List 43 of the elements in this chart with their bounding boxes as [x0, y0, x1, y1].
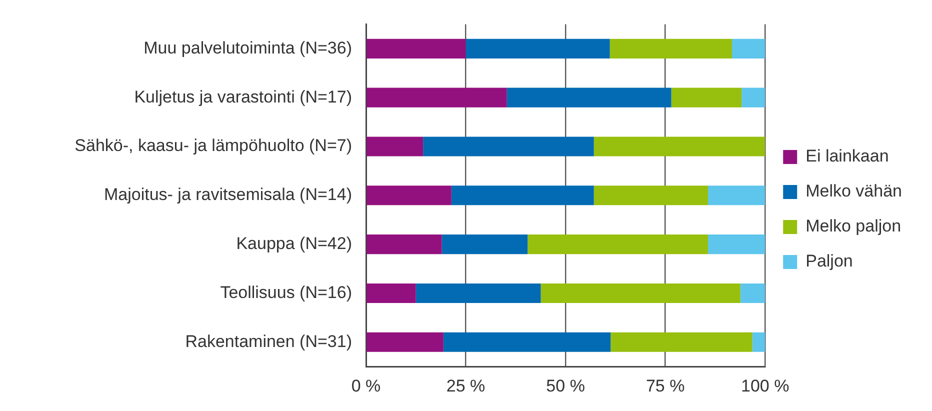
bar: [366, 332, 444, 352]
bar: [451, 186, 594, 206]
x-tick-label: 0 %: [351, 376, 381, 396]
y-tick-label: Kuljetus ja varastointi (N=17): [134, 87, 352, 106]
bar: [528, 234, 708, 254]
bar: [594, 186, 708, 206]
x-tick-label: 25 %: [446, 376, 486, 396]
bar: [443, 332, 611, 352]
bar: [752, 332, 766, 352]
y-tick-label: Kauppa (N=42): [236, 234, 352, 253]
bar: [366, 136, 424, 156]
bar: [366, 88, 507, 108]
bar: [708, 186, 766, 206]
bar: [366, 38, 466, 58]
bar: [610, 332, 752, 352]
x-tick-label: 100 %: [741, 376, 790, 396]
bar: [506, 88, 672, 108]
bar: [366, 283, 416, 304]
y-tick-label: Majoitus- ja ravitsemisala (N=14): [104, 185, 352, 204]
bar: [366, 234, 442, 254]
bar: [442, 234, 528, 254]
y-tick-label: Sähkö-, kaasu- ja lämpöhuolto (N=7): [74, 136, 352, 156]
bar: [610, 38, 732, 58]
bar: [742, 88, 766, 108]
bar: [594, 136, 766, 156]
bar: [540, 283, 740, 304]
x-tick-label: 50 %: [546, 376, 585, 396]
bar: [708, 234, 766, 254]
bar: [671, 88, 742, 108]
legend-label: Ei lainkaan: [806, 146, 889, 166]
bar: [466, 38, 610, 58]
y-tick-label: Teollisuus (N=16): [220, 282, 352, 302]
bar: [423, 136, 594, 156]
legend-label: Melko paljon: [806, 216, 902, 236]
y-tick-label: Muu palvelutoiminta (N=36): [144, 38, 352, 58]
bar: [416, 283, 541, 304]
y-tick-label: Rakentaminen (N=31): [185, 332, 352, 351]
bar: [732, 38, 766, 58]
bar: [366, 186, 452, 206]
legend-label: Paljon: [806, 252, 853, 271]
x-tick-label: 75 %: [646, 376, 685, 396]
legend-label: Melko vähän: [806, 182, 902, 201]
bar: [740, 283, 766, 304]
